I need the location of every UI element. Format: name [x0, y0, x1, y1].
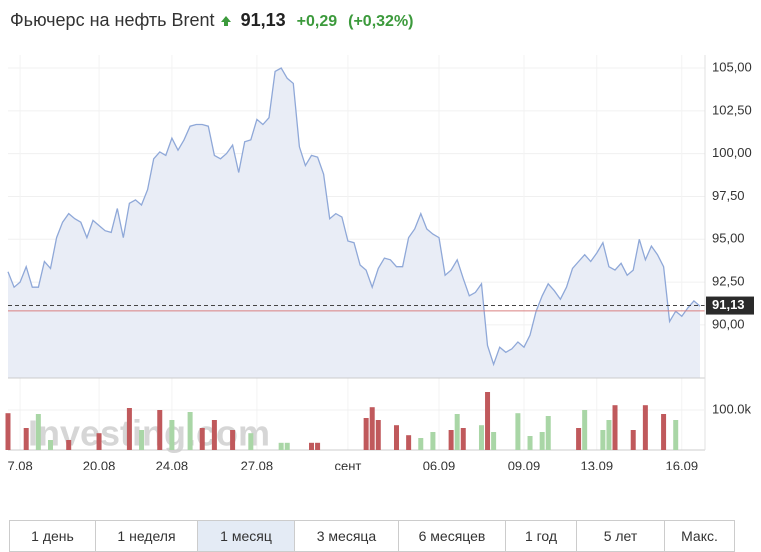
range-button[interactable]: 1 год [505, 520, 577, 552]
change: +0,29 [296, 13, 338, 30]
volume-bar [126, 408, 132, 450]
chart: 90,0092,5095,0097,50100,00102,50105,00In… [5, 55, 754, 470]
volume-bar [576, 428, 582, 450]
volume-bar [661, 414, 667, 450]
y-tick-label: 105,00 [712, 59, 752, 74]
volume-bar [478, 425, 484, 450]
volume-bar [673, 420, 679, 450]
volume-bar [491, 432, 497, 450]
volume-bar [418, 438, 424, 450]
volume-bar [606, 420, 612, 450]
volume-bar [169, 420, 175, 450]
up-arrow [220, 16, 231, 27]
volume-bar [454, 414, 460, 450]
x-tick-label: сент [334, 458, 361, 470]
volume-bar [47, 440, 53, 450]
volume-bar [23, 428, 29, 450]
x-tick-label: 24.08 [156, 458, 189, 470]
volume-bar [369, 407, 375, 450]
x-tick-label: 16.09 [666, 458, 699, 470]
volume-bar [199, 428, 205, 450]
volume-bar [485, 392, 491, 450]
volume-bar [545, 416, 551, 450]
volume-bar [66, 440, 72, 450]
range-button[interactable]: 1 день [9, 520, 96, 552]
volume-bar [448, 430, 454, 450]
volume-bar [363, 418, 369, 450]
volume-bar [539, 432, 545, 450]
range-button[interactable]: 5 лет [576, 520, 665, 552]
volume-bar [309, 442, 315, 450]
area [8, 68, 700, 378]
price-line [7, 67, 701, 367]
volume-bar [139, 430, 145, 450]
range-button[interactable]: 3 месяца [294, 520, 399, 552]
volume-bar [211, 420, 217, 450]
x-tick-label: 13.09 [581, 458, 614, 470]
range-button[interactable]: 1 неделя [95, 520, 198, 552]
volume-bar [393, 425, 399, 450]
x-tick-label: 27.08 [241, 458, 274, 470]
range-button[interactable]: 1 месяц [197, 520, 295, 552]
volume-bar [600, 430, 606, 450]
title: Фьючерс на нефть Brent [10, 10, 215, 30]
y-tick-label: 102,50 [712, 102, 752, 117]
volume-bar [230, 430, 236, 450]
volume-tick-label: 100.0k [712, 401, 752, 416]
volume-bar [375, 420, 381, 450]
x-tick-label: 7.08 [7, 458, 32, 470]
volume-bar [630, 430, 636, 450]
change-pct: (+0,32%) [348, 13, 414, 30]
y-tick-label: 92,50 [712, 274, 745, 289]
range-button[interactable]: Макс. [664, 520, 735, 552]
x-tick-label: 09.09 [508, 458, 541, 470]
volume-bar [5, 413, 11, 450]
volume-bar [157, 410, 163, 450]
volume-bar [406, 435, 412, 450]
volume-bar [527, 436, 533, 450]
volume-bar [187, 412, 193, 450]
volume-bar [96, 433, 102, 450]
volume-bar [278, 442, 284, 450]
header: Фьючерс на нефть Brent 91,13 +0,29 (+0,3… [10, 10, 414, 31]
last-price-box [706, 296, 754, 315]
volume-bar [642, 405, 648, 450]
volume-bar [430, 432, 436, 450]
range-button[interactable]: 6 месяцев [398, 520, 506, 552]
volume-bar [582, 410, 588, 450]
volume-bar [248, 433, 254, 450]
x-tick-label: 20.08 [83, 458, 116, 470]
volume-bar [515, 413, 521, 450]
y-tick-label: 100,00 [712, 145, 752, 160]
range-buttons: 1 день 1 неделя 1 месяц 3 месяца 6 месяцев 1 … [9, 520, 735, 552]
volume-bar [35, 414, 41, 450]
volume-bar [284, 442, 290, 450]
y-tick-label: 95,00 [712, 231, 745, 246]
y-tick-label: 97,50 [712, 188, 745, 203]
last-price-label: 91,13 [712, 297, 745, 312]
y-tick-label: 90,00 [712, 316, 745, 331]
volume-bar [315, 442, 321, 450]
x-tick-label: 06.09 [423, 458, 456, 470]
volume-bar [612, 405, 618, 450]
volume-bar [460, 428, 466, 450]
price: 91,13 [240, 10, 286, 30]
